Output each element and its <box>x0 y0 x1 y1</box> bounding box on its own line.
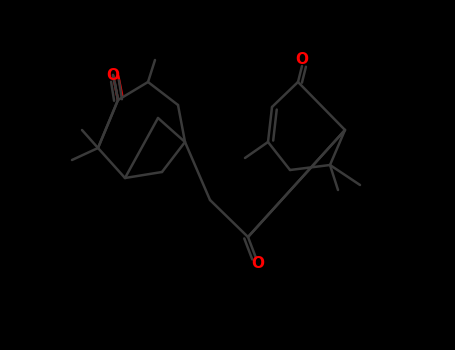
Text: O: O <box>106 68 120 83</box>
Text: O: O <box>295 52 308 68</box>
Text: O: O <box>252 256 264 271</box>
